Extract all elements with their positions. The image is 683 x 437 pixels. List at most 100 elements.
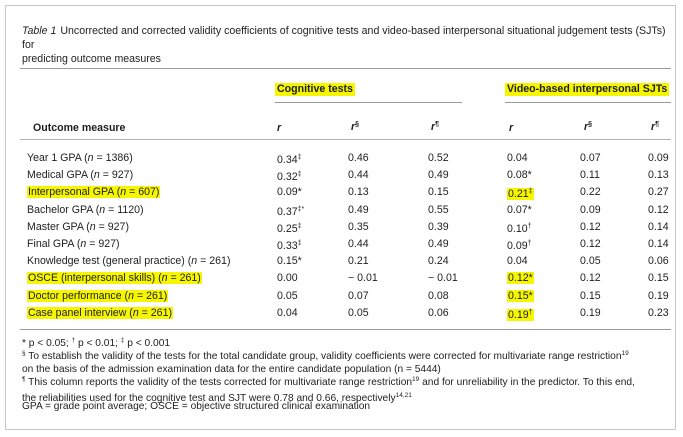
value-cell: 0.49 — [428, 237, 449, 251]
coefficient: 0.06 — [428, 306, 449, 319]
n-symbol: n — [120, 186, 127, 199]
measure-text: Master GPA ( — [27, 220, 90, 233]
double-dagger-mark: ‡ — [120, 337, 125, 344]
pilcrow-mark: ¶ — [655, 121, 660, 128]
value-cell: 0.05 — [348, 306, 369, 320]
measure-text: Interpersonal GPA ( — [28, 186, 121, 199]
value-cell: 0.19 — [648, 289, 669, 303]
col-header-cog-r-corrected-reliability: r¶ — [431, 118, 439, 134]
value-cell: 0.08 — [428, 289, 449, 303]
coefficient: 0.10 — [507, 222, 528, 235]
coefficient: 0.21 — [348, 255, 369, 268]
table-row: OSCE (interpersonal skills) (n = 261) 0.0… — [6, 271, 677, 287]
measure-text: Doctor performance ( — [28, 289, 129, 302]
sample-size: = 1386) — [93, 152, 133, 164]
value-cell: 0.13 — [348, 185, 369, 199]
value-cell: 0.06 — [648, 254, 669, 268]
coefficient: 0.07 — [348, 289, 369, 302]
value-cell: 0.23 — [648, 306, 669, 320]
n-symbol: n — [80, 238, 87, 250]
col-header-cog-r-corrected-range: r§ — [351, 118, 359, 134]
coefficient: 0.12 — [580, 272, 601, 285]
coefficient: 0.15* — [508, 289, 533, 302]
footnote-text: on the basis of the admission examinatio… — [22, 363, 441, 375]
cognitive-group-rule — [275, 102, 462, 103]
col-header-text: r — [351, 121, 356, 133]
value-cell: 0.08* — [507, 168, 532, 182]
value-cell: 0.33‡ — [277, 237, 302, 253]
outcome-measure-header: Outcome measure — [33, 122, 126, 134]
coefficient: 0.05 — [277, 289, 298, 302]
outcome-measure-cell: Case panel interview (n = 261) — [27, 306, 173, 320]
value-cell: 0.46 — [348, 151, 369, 165]
value-cell: 0.00 — [277, 271, 298, 285]
value-cell: 0.12* — [507, 271, 534, 285]
n-symbol: n — [128, 289, 134, 302]
outcome-measure-cell: Master GPA (n = 927) — [27, 220, 129, 234]
value-cell: 0.55 — [428, 203, 449, 217]
outcome-measure-label: Interpersonal GPA (n = 607) — [27, 186, 161, 199]
coefficient: 0.55 — [428, 203, 449, 216]
value-cell: 0.15 — [648, 271, 669, 285]
value-cell: 0.09* — [277, 185, 302, 199]
coefficient: 0.39 — [428, 220, 449, 233]
section-mark: § — [355, 121, 360, 128]
value-cell: 0.04 — [507, 254, 528, 268]
outcome-measure-label: Bachelor GPA (n = 1120) — [27, 204, 144, 216]
significance-mark: ‡ — [528, 188, 533, 196]
outcome-measure-label: Year 1 GPA (n = 1386) — [27, 152, 133, 164]
value-cell: 0.10† — [507, 220, 532, 236]
outcome-measure-label: Doctor performance (n = 261) — [27, 289, 169, 302]
coefficient: 0.15 — [648, 272, 669, 285]
value-cell: 0.13 — [648, 168, 669, 182]
coefficient: 0.44 — [348, 238, 369, 250]
significance-mark: † — [527, 222, 532, 230]
coefficient: 0.09* — [277, 186, 302, 199]
significance-mark: † — [527, 240, 532, 247]
table-row: Case panel interview (n = 261) 0.04 0.05 0.… — [6, 306, 677, 322]
coefficient: 0.12 — [580, 238, 601, 250]
value-cell: 0.06 — [428, 306, 449, 320]
value-cell: 0.09 — [580, 203, 601, 217]
section-mark: § — [22, 350, 26, 357]
footnote-text: the reliabilities used for the cognitive… — [22, 392, 396, 404]
table-label: Table 1 — [22, 25, 57, 37]
outcome-measure-cell: Year 1 GPA (n = 1386) — [27, 151, 133, 165]
coefficient: 0.49 — [428, 169, 449, 182]
value-cell: 0.05 — [277, 289, 298, 303]
coefficient: 0.49 — [348, 203, 369, 216]
table-caption: Table 1 Uncorrected and corrected validit… — [22, 24, 667, 66]
coefficient: 0.09 — [507, 240, 528, 252]
coefficient: 0.08 — [428, 289, 449, 302]
coefficient: 0.04 — [507, 255, 528, 268]
footnote-abbreviations: GPA = grade point average; OSCE = object… — [22, 401, 371, 412]
table-row: Bachelor GPA (n = 1120) 0.37‡* 0.49 0.55 0.0… — [6, 203, 677, 219]
value-cell: − 0.01 — [348, 271, 378, 285]
table-row: Master GPA (n = 927) 0.25‡ 0.35 0.39 0.10† 0.… — [6, 220, 677, 236]
n-symbol: n — [87, 152, 94, 164]
value-cell: 0.07* — [507, 203, 532, 217]
value-cell: 0.07 — [580, 151, 601, 165]
footnote-text: and for unreliability in the predictor. … — [419, 377, 635, 388]
n-symbol: n — [191, 255, 198, 268]
footnote-text: * p < 0.05; — [22, 338, 72, 349]
coefficient: 0.13 — [648, 169, 669, 182]
group-header-video-sjt: Video-based interpersonal SJTs — [505, 83, 670, 96]
reference-mark: 19 — [621, 350, 629, 357]
reference-mark: 14,21 — [395, 391, 412, 399]
value-cell: 0.44 — [348, 168, 369, 182]
footnote-text: To establish the validity of the tests f… — [25, 351, 622, 362]
coefficient: 0.07 — [580, 152, 601, 164]
value-cell: 0.15* — [507, 289, 534, 303]
reference-mark: 19 — [412, 376, 420, 383]
coefficient: 0.23 — [648, 306, 669, 319]
coefficient: 0.09 — [580, 203, 601, 216]
header-rule — [20, 139, 671, 140]
coefficient: 0.05 — [580, 255, 601, 268]
n-symbol: n — [89, 220, 96, 233]
value-cell: 0.35 — [348, 220, 369, 234]
coefficient: 0.05 — [348, 306, 369, 319]
value-cell: 0.34‡ — [277, 151, 302, 167]
top-rule — [20, 68, 671, 69]
outcome-measure-cell: OSCE (interpersonal skills) (n = 261) — [27, 271, 202, 285]
